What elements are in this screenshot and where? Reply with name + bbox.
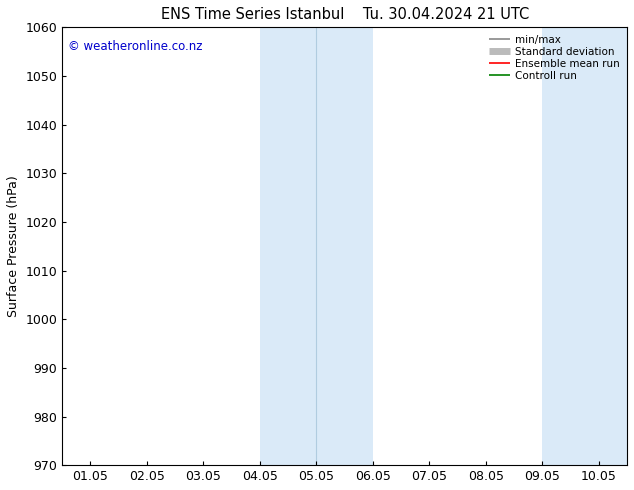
Text: © weatheronline.co.nz: © weatheronline.co.nz (68, 40, 202, 53)
Bar (260, 27, 373, 465)
Title: ENS Time Series Istanbul    Tu. 30.04.2024 21 UTC: ENS Time Series Istanbul Tu. 30.04.2024 … (160, 7, 529, 22)
Bar (542, 27, 627, 465)
Y-axis label: Surface Pressure (hPa): Surface Pressure (hPa) (7, 175, 20, 317)
Legend: min/max, Standard deviation, Ensemble mean run, Controll run: min/max, Standard deviation, Ensemble me… (487, 32, 622, 83)
